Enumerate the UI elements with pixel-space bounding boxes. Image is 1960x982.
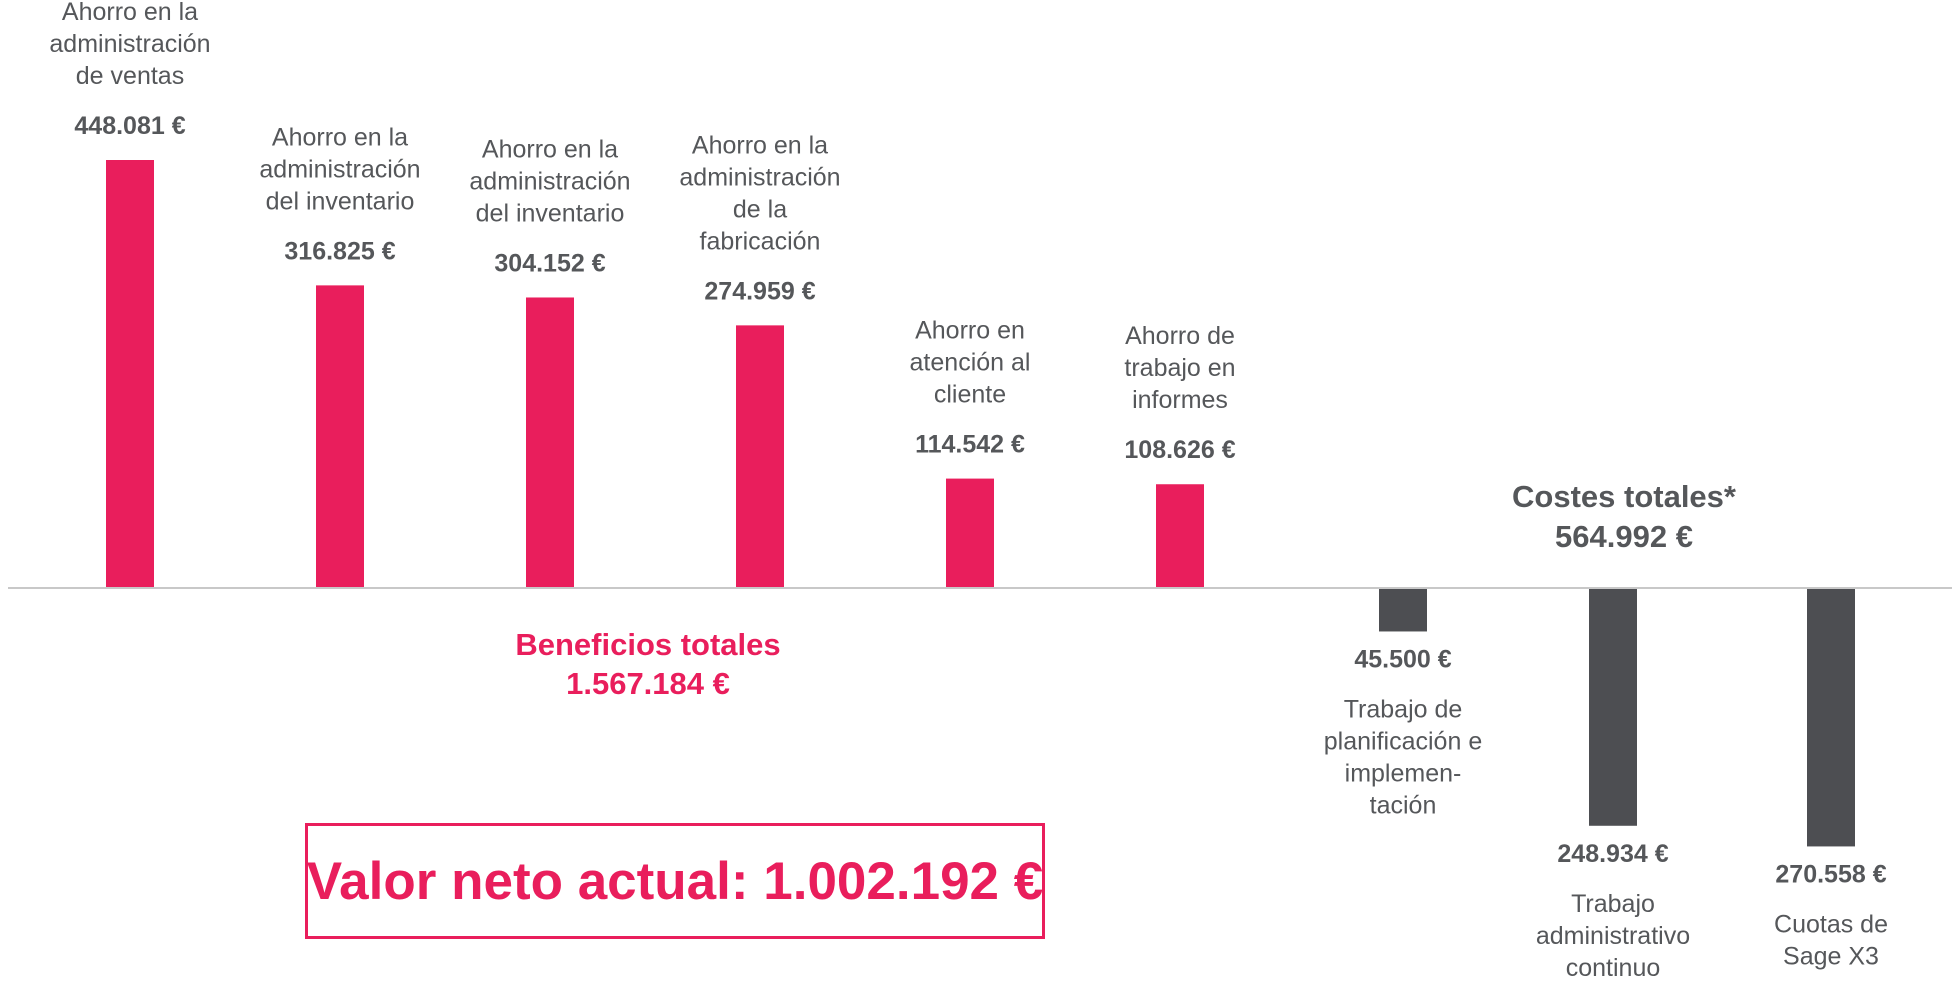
category-label-9-line-1: Cuotas de	[1774, 910, 1888, 938]
category-label-4-line-3: de la	[733, 195, 787, 223]
category-label-6-line-3: informes	[1132, 386, 1228, 414]
value-label-1: 448.081 €	[74, 112, 185, 140]
npv-text: Valor neto actual: 1.002.192 €	[306, 851, 1044, 911]
cost-bar-8	[1589, 588, 1637, 826]
category-label-8-line-3: continuo	[1566, 954, 1661, 982]
value-label-2: 316.825 €	[284, 237, 395, 265]
category-label-4-line-1: Ahorro en la	[692, 131, 828, 159]
value-label-5: 114.542 €	[915, 431, 1025, 459]
value-label-7: 45.500 €	[1354, 645, 1451, 673]
benefit-bar-3	[526, 297, 574, 588]
category-label-5-line-3: cliente	[934, 381, 1006, 409]
category-label-7: Trabajo de planificación e implemen-tación	[1324, 695, 1482, 819]
category-label-7-line-2: planificación e	[1324, 727, 1482, 755]
category-label-4-line-4: fabricación	[700, 227, 821, 255]
labels-layer: Ahorro en la administración de ventas 448.0…	[49, 0, 1888, 982]
category-label-1-line-1: Ahorro en la	[62, 0, 198, 26]
category-label-3-line-2: administración	[469, 167, 630, 195]
benefit-bar-6	[1156, 484, 1204, 588]
category-label-8: Trabajo administrativo continuo	[1536, 890, 1690, 982]
category-label-7-line-4: tación	[1370, 791, 1437, 819]
benefit-bar-2	[316, 285, 364, 588]
category-label-6: Ahorro de trabajo en informes	[1124, 322, 1235, 414]
category-label-6-line-2: trabajo en	[1124, 354, 1235, 382]
category-label-5: Ahorro en atención al cliente	[910, 317, 1031, 409]
benefits-total-value: 1.567.184 €	[566, 666, 730, 701]
value-label-6: 108.626 €	[1124, 436, 1235, 464]
category-label-5-line-2: atención al	[910, 349, 1031, 377]
benefit-bar-4	[736, 325, 784, 588]
category-label-2-line-2: administración	[259, 155, 420, 183]
value-label-4: 274.959 €	[704, 277, 815, 305]
category-label-3: Ahorro en la administración del inventario	[469, 135, 630, 227]
category-label-6-line-1: Ahorro de	[1125, 322, 1235, 350]
value-label-9: 270.558 €	[1775, 860, 1886, 888]
category-label-5-line-1: Ahorro en	[915, 317, 1025, 345]
category-label-7-line-1: Trabajo de	[1344, 695, 1463, 723]
category-label-1-line-2: administración	[49, 30, 210, 58]
category-label-2: Ahorro en la administración del inventario	[259, 123, 420, 215]
benefits-total-title: Beneficios totales	[515, 627, 780, 662]
category-label-7-line-3: implemen-	[1345, 759, 1462, 787]
category-label-3-line-3: del inventario	[476, 199, 625, 227]
bars-layer	[106, 160, 1855, 847]
category-label-2-line-1: Ahorro en la	[272, 123, 408, 151]
category-label-4: Ahorro en la administración de la fabricaci…	[679, 131, 840, 255]
cost-bar-7	[1379, 588, 1427, 632]
cost-bar-9	[1807, 588, 1855, 847]
category-label-4-line-2: administración	[679, 163, 840, 191]
benefit-bar-1	[106, 160, 154, 588]
category-label-9: Cuotas de Sage X3	[1774, 910, 1888, 970]
value-label-3: 304.152 €	[494, 249, 605, 277]
category-label-8-line-2: administrativo	[1536, 922, 1690, 950]
category-label-3-line-1: Ahorro en la	[482, 135, 618, 163]
category-label-1: Ahorro en la administración de ventas	[49, 0, 210, 90]
npv-box: Valor neto actual: 1.002.192 €	[305, 823, 1045, 939]
benefit-bar-5	[946, 478, 994, 588]
category-label-1-line-3: de ventas	[76, 62, 184, 90]
category-label-8-line-1: Trabajo	[1571, 890, 1655, 918]
category-label-9-line-2: Sage X3	[1783, 942, 1879, 970]
costs-total-title: Costes totales*	[1512, 479, 1737, 514]
category-label-2-line-3: del inventario	[266, 187, 415, 215]
value-label-8: 248.934 €	[1557, 840, 1668, 868]
costs-total-value: 564.992 €	[1555, 519, 1693, 554]
